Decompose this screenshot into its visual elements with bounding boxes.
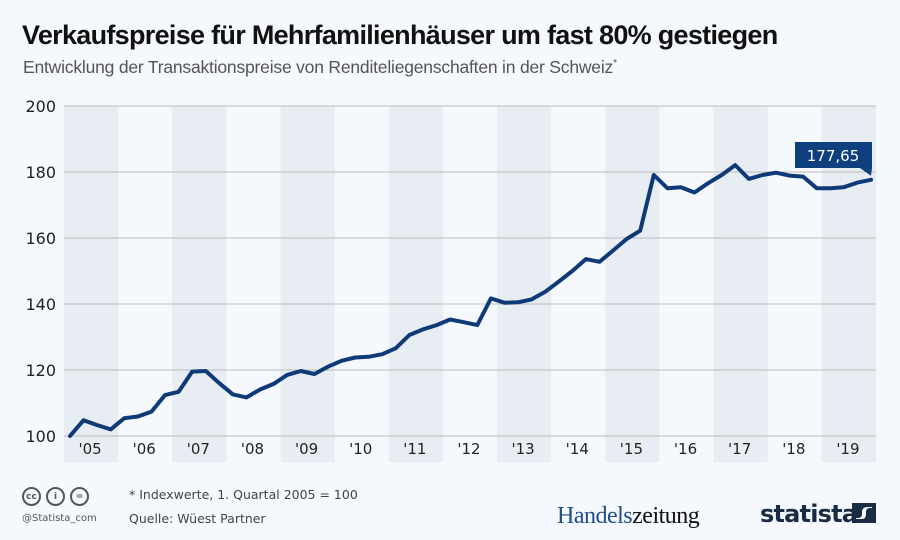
x-tick-label: '07 [187, 440, 210, 458]
handelszeitung-logo: Handelszeitung [557, 503, 700, 530]
series-line [68, 163, 873, 438]
x-tick-label: '11 [403, 440, 426, 458]
footnote: * Indexwerte, 1. Quartal 2005 = 100 [129, 487, 358, 502]
chart-subtitle: Entwicklung der Transaktionspreise von R… [23, 57, 617, 78]
year-band [388, 106, 443, 462]
x-tick-label: '10 [349, 440, 372, 458]
statista-logo-icon [852, 503, 876, 523]
year-band [497, 106, 552, 462]
year-band [172, 106, 227, 462]
value-callout-tail [860, 168, 872, 176]
x-tick-label: '18 [782, 440, 805, 458]
subtitle-text: Entwicklung der Transaktionspreise von R… [23, 57, 614, 77]
subtitle-footnote-marker: * [613, 58, 617, 70]
year-band [713, 106, 768, 462]
x-tick-label: '17 [728, 440, 751, 458]
statista-handle: @Statista_com [22, 513, 97, 524]
x-tick-label: '19 [836, 440, 859, 458]
y-tick-label: 160 [25, 229, 56, 248]
year-band [280, 106, 335, 462]
x-tick-label: '16 [674, 440, 697, 458]
statista-logo: statista [760, 500, 858, 528]
y-tick-label: 120 [25, 361, 56, 380]
line-chart: 100 120 140 160 180 200 '05 '06 '07 '08 '09 '10 '11 '… [25, 97, 876, 462]
source: Quelle: Wüest Partner [129, 511, 266, 526]
y-tick-label: 200 [25, 97, 56, 116]
logo-part-2: zeitung [632, 503, 700, 529]
x-tick-label: '06 [133, 440, 156, 458]
x-tick-label: '14 [566, 440, 589, 458]
y-tick-label: 180 [25, 163, 56, 182]
nd-icon: = [70, 487, 89, 506]
y-tick-label: 100 [25, 427, 56, 446]
by-icon: i [46, 487, 65, 506]
cc-icon: cc [22, 487, 41, 506]
chart-title: Verkaufspreise für Mehrfamilienhäuser um… [22, 20, 778, 50]
value-callout-label: 177,65 [807, 147, 860, 165]
y-tick-label: 140 [25, 295, 56, 314]
value-callout-box [795, 142, 872, 168]
x-tick-label: '05 [78, 440, 101, 458]
x-tick-label: '09 [295, 440, 318, 458]
x-tick-label: '12 [457, 440, 480, 458]
logo-part-1: Handels [557, 503, 633, 529]
x-tick-label: '13 [512, 440, 535, 458]
x-tick-label: '08 [241, 440, 264, 458]
year-band [605, 106, 660, 462]
license-icons: cc i = [22, 487, 89, 506]
x-tick-label: '15 [620, 440, 643, 458]
year-band [64, 106, 119, 462]
